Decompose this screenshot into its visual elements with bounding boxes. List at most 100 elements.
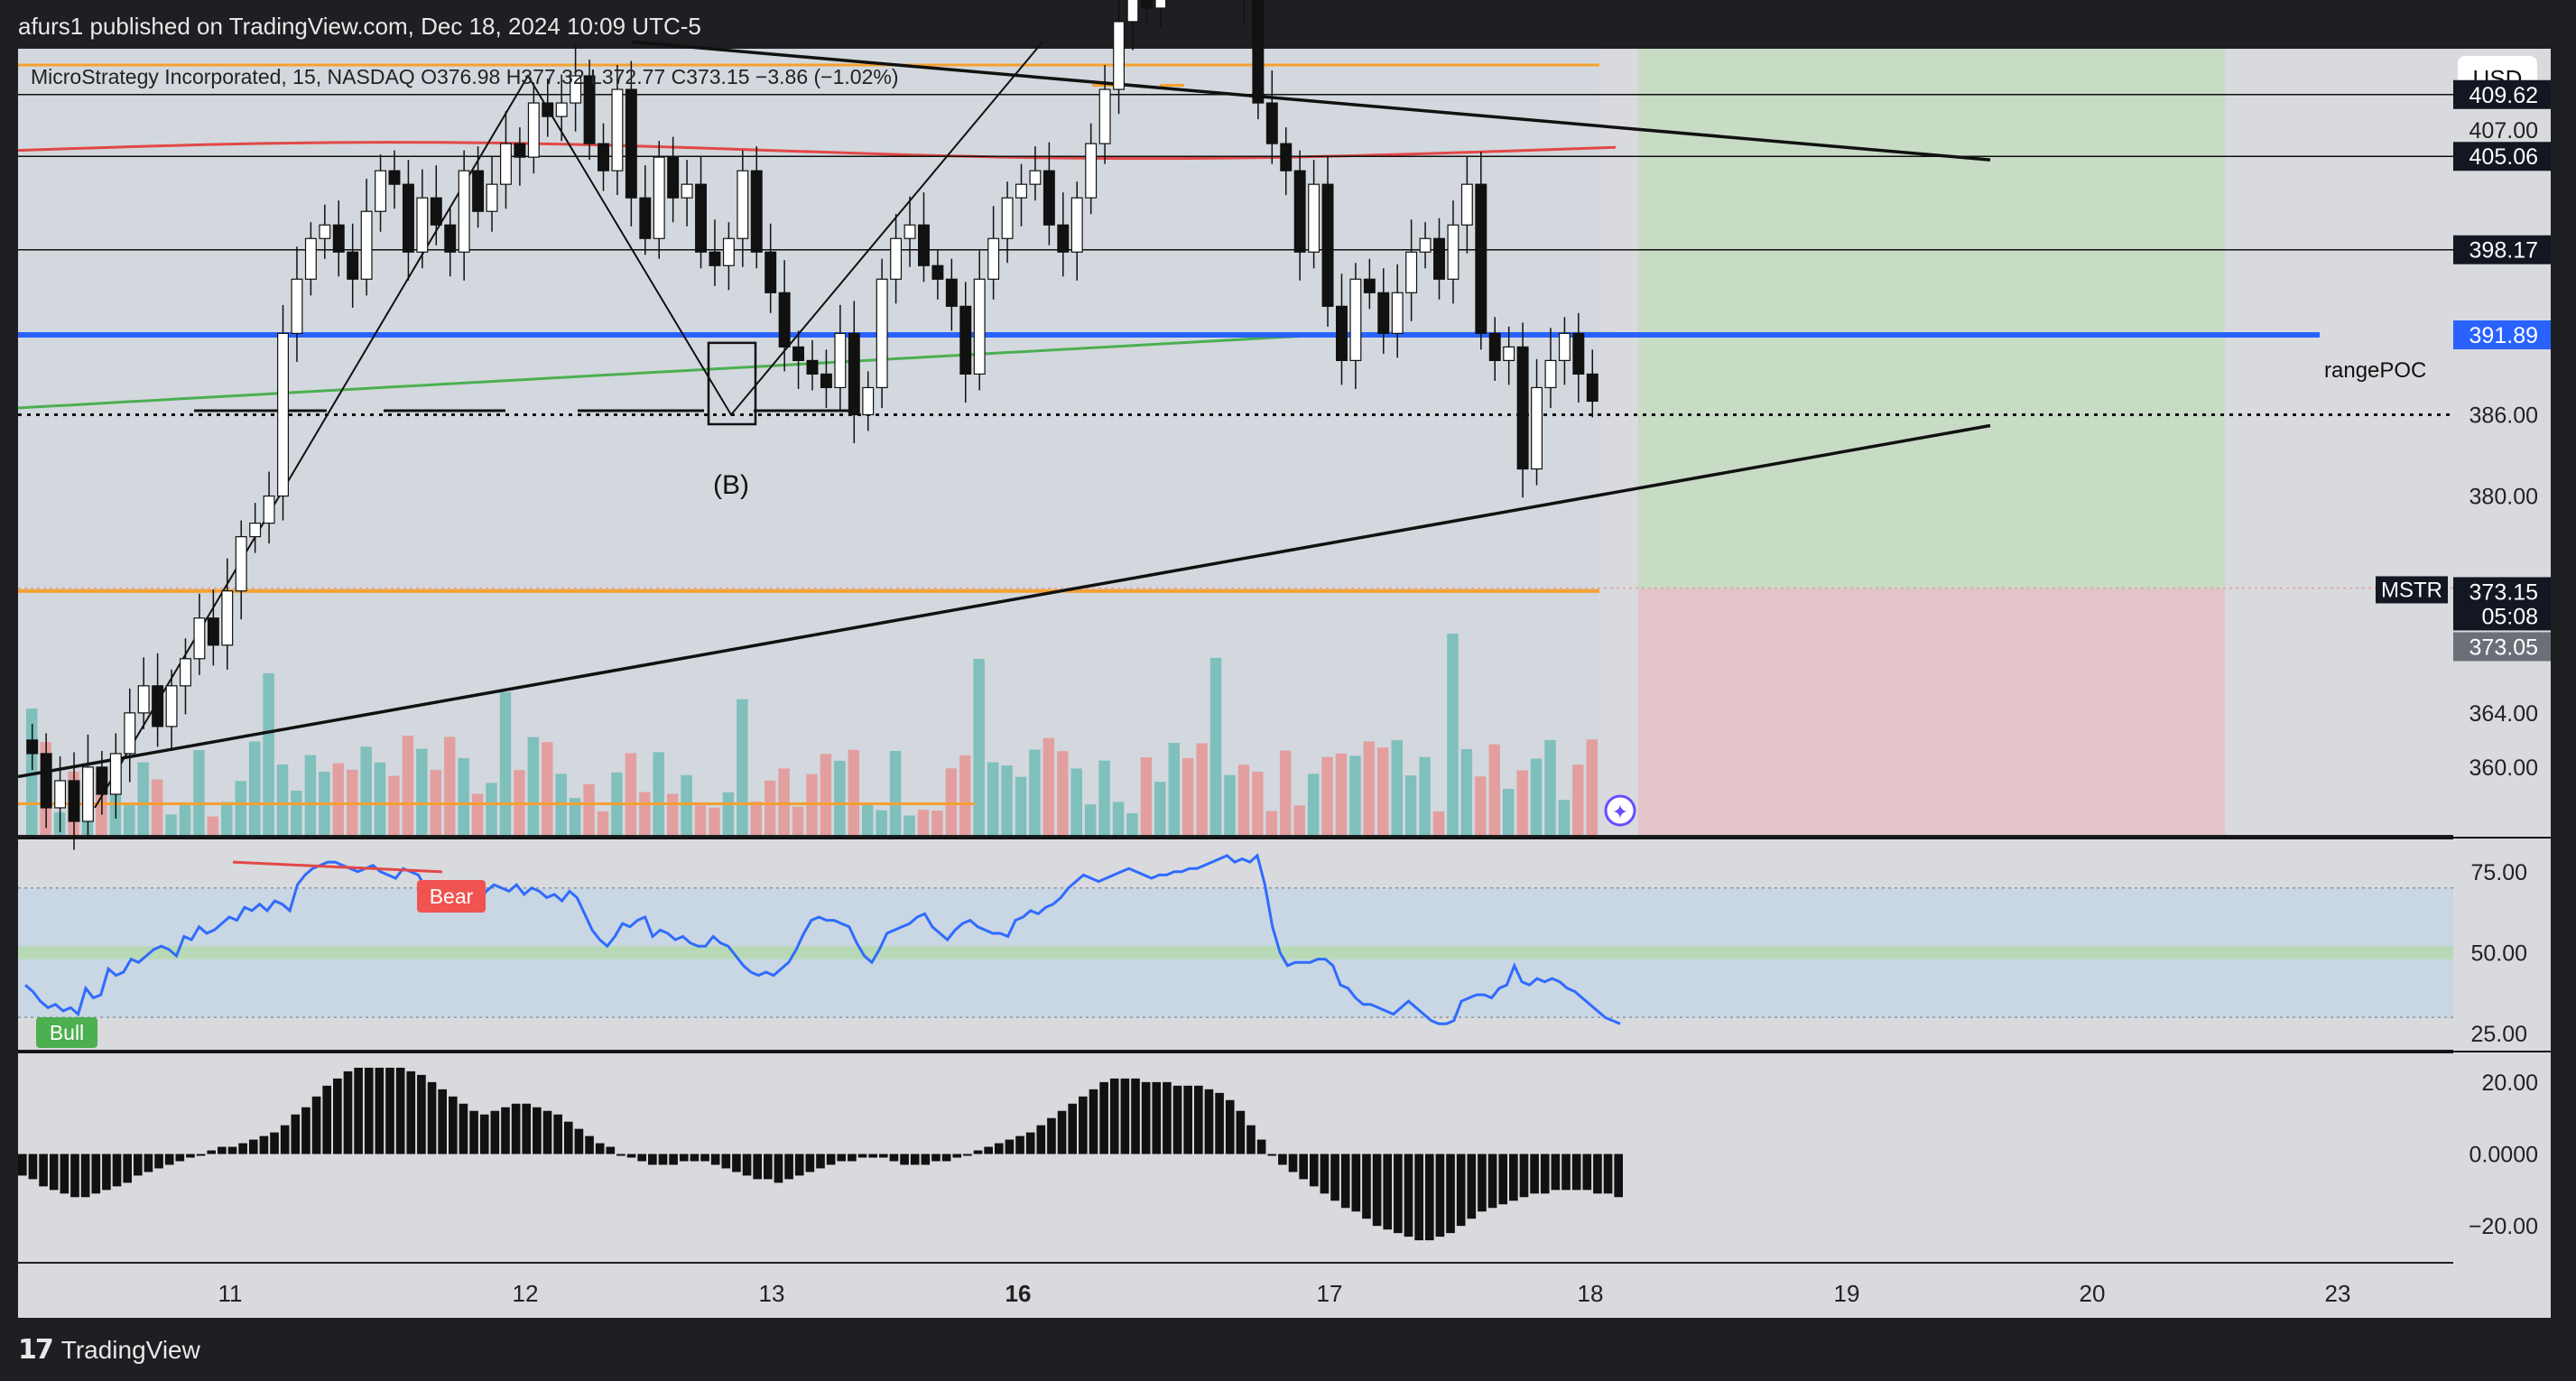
candle-body [598,143,609,171]
macd-bar [479,1114,489,1154]
macd-bar [1571,1154,1581,1191]
macd-tick: 20.00 [2481,1071,2538,1096]
macd-bar [963,1154,972,1156]
macd-bar [438,1089,447,1154]
candle-body [249,523,262,538]
candle-body [1460,183,1473,226]
volume-bar [1307,774,1320,835]
macd-bar [102,1154,111,1191]
macd-bar [900,1154,909,1165]
macd-tick: 0.0000 [2469,1143,2538,1168]
candle-body [1113,21,1126,90]
macd-bar [259,1135,269,1154]
price-badge-label: 409.62 [2469,83,2538,108]
volume-bar [889,751,902,835]
candle-body [165,685,178,728]
volume-bar [834,760,846,835]
macd-bar [186,1154,195,1158]
candle-body [611,88,624,171]
candle-body [1349,278,1362,361]
candle-body [514,143,526,158]
candle-body [499,143,512,185]
volume-bar [458,757,469,835]
candle-body [486,183,498,212]
price-tick: 360.00 [2469,755,2538,781]
macd-bar [1152,1081,1162,1154]
volume-bar [276,765,289,835]
macd-bar [1267,1154,1277,1156]
volume-bar [430,769,442,835]
rsi-tick: 75.00 [2470,860,2527,885]
macd-bar [910,1154,920,1165]
volume-bar [1516,770,1528,835]
candle-body [1252,0,1265,104]
macd-bar [606,1146,616,1154]
chart-canvas[interactable]: MicroStrategy Incorporated, 15, NASDAQ O… [0,0,2576,1327]
falling-trendline [631,40,1991,162]
candle-body [959,305,972,375]
price-tick: 380.00 [2469,485,2538,510]
candle-body [1558,332,1571,361]
macd-bar [1015,1135,1024,1154]
macd-bar [1005,1139,1015,1154]
macd-bar [49,1154,59,1191]
volume-bar [987,762,999,835]
macd-bar [1172,1085,1182,1154]
volume-bar [416,748,428,835]
x-tick-label: 16 [1005,1280,1032,1307]
volume-bar [1015,776,1027,835]
macd-bar [333,1078,342,1154]
candle-body [1572,332,1585,375]
macd-bar [931,1154,941,1162]
volume-bar [1460,748,1473,835]
candle-body [709,251,721,266]
macd-tick: −20.00 [2469,1214,2538,1239]
volume-bar [1447,634,1459,835]
macd-bar [406,1071,416,1154]
macd-bar [1288,1154,1298,1172]
volume-bar [221,802,233,835]
volume-bar [778,768,790,835]
macd-bar [1225,1099,1235,1154]
macd-bar [732,1154,741,1172]
volume-bar [792,806,804,835]
macd-bar [764,1154,773,1180]
macd-bar [774,1154,783,1183]
candle-body [848,332,860,416]
candle-body [263,495,275,524]
sparkle-icon-glyph: ✦ [1612,802,1628,824]
price-badge-label: 05:08 [2481,604,2538,629]
volume-bar [165,814,177,835]
candle-body [332,224,345,253]
volume-bar [694,805,707,835]
footer-brand[interactable]: 𝟭𝟳 TradingView [18,1334,200,1366]
macd-bar [322,1085,332,1154]
price-badge-label: 405.06 [2469,144,2538,170]
candle-body [319,224,331,239]
volume-bar [1502,789,1515,835]
macd-bar [385,1067,394,1154]
macd-bar [1394,1154,1403,1234]
macd-bar [501,1107,510,1154]
macd-bar [196,1154,206,1156]
candle-body [667,156,680,199]
macd-bar [354,1067,363,1154]
volume-bar [1280,750,1292,835]
candle-body [26,739,39,755]
volume-bar [304,755,317,835]
macd-bar [1414,1154,1423,1241]
volume-bar [1057,751,1069,835]
macd-bar [1278,1154,1287,1165]
macd-bar [753,1154,763,1180]
volume-bar [1544,739,1556,835]
macd-bar [1404,1154,1413,1237]
candle-body [1154,0,1167,9]
macd-bar [238,1143,247,1154]
macd-bar [700,1154,709,1162]
candle-body [806,359,819,375]
macd-bar [1362,1154,1371,1219]
macd-bar [848,1154,857,1162]
macd-bar [80,1154,90,1198]
rsi-midband [18,946,2453,959]
macd-bar [1120,1078,1130,1154]
